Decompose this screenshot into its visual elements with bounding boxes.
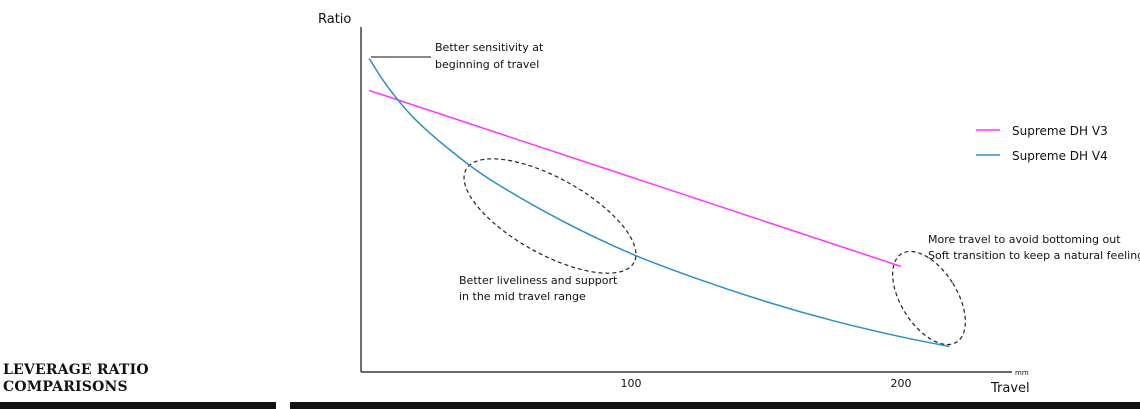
end-travel-highlight [892, 250, 966, 346]
x-axis-unit: mm [1015, 369, 1029, 377]
series-line-supreme-dh-v4 [368, 57, 950, 348]
section-title-line-2: COMPARISONS [3, 379, 128, 395]
series-line-supreme-dh-v3 [368, 89, 902, 268]
legend-label-v3: Supreme DH V3 [1012, 124, 1108, 138]
footer-rule-right [290, 402, 1140, 409]
legend-label-v4: Supreme DH V4 [1012, 149, 1108, 163]
legend: Supreme DH V3 Supreme DH V4 [976, 124, 1108, 163]
section-title: LEVERAGE RATIO COMPARISONS [3, 362, 149, 396]
section-title-line-1: LEVERAGE RATIO [3, 362, 149, 378]
x-axis-label: Travel [990, 381, 1030, 396]
mid-travel-highlight [463, 158, 637, 274]
x-tick-label-100: 100 [621, 377, 642, 390]
x-tick-label-200: 200 [891, 377, 912, 390]
annotation-start: Better sensitivity at beginning of trave… [435, 41, 547, 71]
annotation-end: More travel to avoid bottoming out Soft … [928, 233, 1140, 262]
y-axis-label: Ratio [318, 12, 351, 27]
annotation-mid: Better liveliness and support in the mid… [459, 274, 621, 303]
leverage-ratio-chart: Ratio Travel mm 100 200 Better sensitivit… [318, 12, 1140, 396]
footer-rule-left [0, 402, 276, 409]
